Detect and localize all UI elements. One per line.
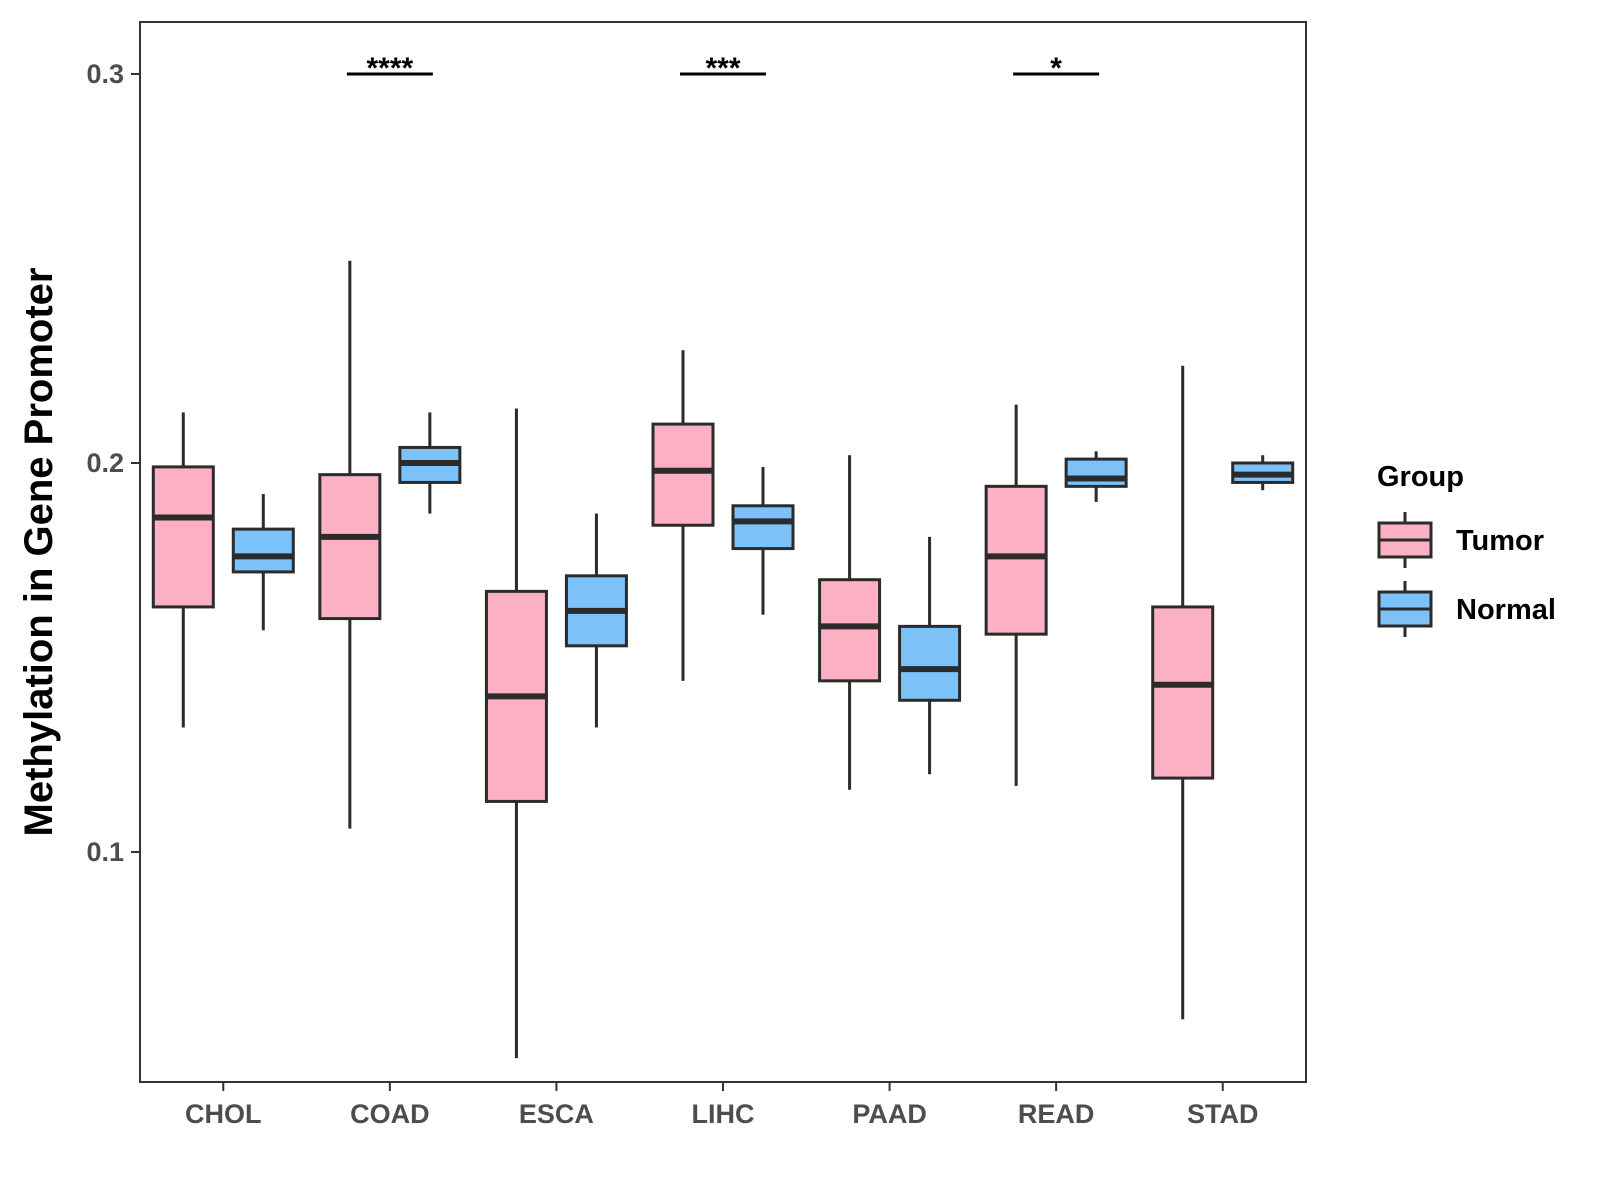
significance-label: *: [1050, 52, 1062, 85]
legend-label: Normal: [1456, 594, 1556, 626]
iqr-box: [898, 624, 962, 702]
legend-item-tumor: Tumor: [1377, 512, 1544, 568]
box-tumor-paad: [818, 455, 882, 790]
box-tumor-esca: [484, 408, 548, 1059]
box-tumor-coad: [318, 260, 382, 829]
legend: Group Tumor Normal: [1377, 461, 1556, 637]
box-tumor-lihc: [651, 350, 715, 681]
significance-label: ***: [705, 52, 740, 85]
y-tick-label: 0.3: [86, 59, 124, 89]
x-tick-label: ESCA: [519, 1099, 594, 1129]
significance-label: ****: [367, 52, 414, 85]
box-tumor-chol: [151, 412, 215, 728]
iqr-box: [984, 484, 1048, 636]
legend-item-normal: Normal: [1377, 581, 1556, 637]
x-tick-label: COAD: [350, 1099, 430, 1129]
legend-title: Group: [1377, 461, 1464, 493]
iqr-box: [1151, 605, 1215, 780]
box-normal-lihc: [731, 466, 795, 615]
box-tumor-stad: [1151, 365, 1215, 1020]
legend-label: Tumor: [1456, 525, 1544, 557]
box-normal-coad: [398, 412, 462, 514]
y-axis: 0.1 0.2 0.3: [86, 59, 140, 867]
box-normal-paad: [898, 536, 962, 775]
iqr-box: [318, 473, 382, 621]
iqr-box: [231, 527, 295, 574]
y-tick-label: 0.2: [86, 448, 124, 478]
box-group: [151, 260, 1295, 1059]
box-normal-stad: [1231, 455, 1295, 491]
iqr-box: [818, 578, 882, 683]
y-tick-label: 0.1: [86, 837, 124, 867]
x-tick-label: PAAD: [852, 1099, 927, 1129]
iqr-box: [1064, 457, 1128, 488]
significance-annotations: **** *** *: [346, 52, 1100, 85]
iqr-box: [731, 504, 795, 551]
box-tumor-read: [984, 404, 1048, 786]
box-normal-esca: [564, 513, 628, 728]
box-normal-read: [1064, 451, 1128, 502]
box-normal-chol: [231, 494, 295, 631]
x-tick-label: LIHC: [692, 1099, 755, 1129]
x-tick-label: STAD: [1187, 1099, 1259, 1129]
panel-border: [139, 21, 1307, 1083]
iqr-box: [151, 465, 215, 609]
iqr-box: [651, 422, 715, 527]
x-tick-label: CHOL: [185, 1099, 262, 1129]
x-tick-label: READ: [1018, 1099, 1095, 1129]
y-axis-title: Methylation in Gene Promoter: [17, 268, 61, 837]
x-axis: CHOL COAD ESCA LIHC PAAD READ STAD: [185, 1082, 1258, 1129]
